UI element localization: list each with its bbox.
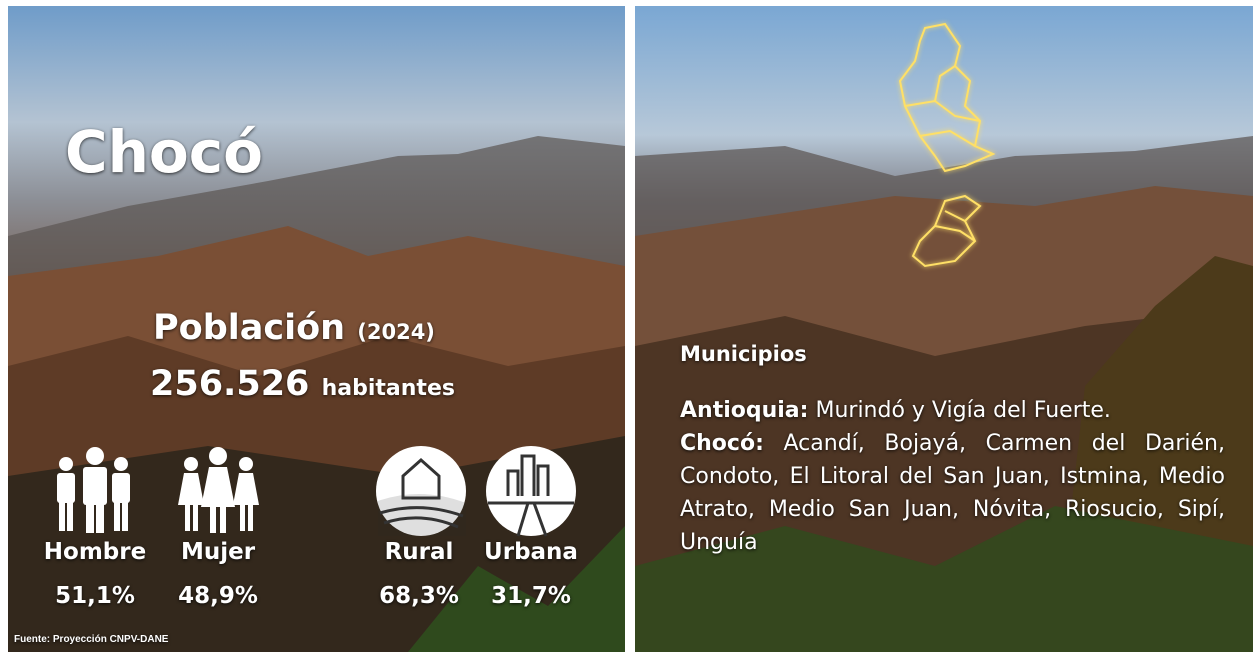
women-icon [178,447,259,533]
icons [8,441,625,541]
group-name: Antioquia: [680,398,808,423]
urban-icon [486,446,576,536]
group: Chocó: Acandí, Bojayá, Carmen del Darién… [680,427,1225,559]
rural-icon [376,446,466,536]
group-text: Murindó y Vigía del Fuerte. [815,398,1110,423]
group-name: Chocó: [680,431,764,456]
left-panel: Chocó Población (2024) 256.526 habitante… [8,6,625,652]
stat-label: Rural [359,539,479,565]
men-icon [57,447,130,533]
stat-value: 31,7% [471,583,591,609]
population-value: 256.526 habitantes [150,364,455,404]
source: Fuente: Proyección CNPV-DANE [14,634,168,645]
stat-value: 51,1% [35,583,155,609]
population-label: Población (2024) [153,308,435,348]
population-unit: habitantes [322,376,455,401]
population-word: Población [153,308,345,348]
municipios-list: Antioquia: Murindó y Vigía del Fuerte. C… [680,394,1225,559]
page: {"left": {"title": "Chocó", "population"… [0,0,1253,652]
group: Antioquia: Murindó y Vigía del Fuerte. [680,394,1225,427]
stat-label: Urbana [471,539,591,565]
infographic: Chocó Población (2024) 256.526 habitante… [0,0,1253,652]
divider [627,6,632,652]
population-number: 256.526 [150,364,309,404]
municipios-heading: Municipios [680,342,807,366]
title: Chocó [65,118,263,186]
stat-label: Hombre [35,539,155,565]
population-year: (2024) [357,320,435,344]
stat-label: Mujer [158,539,278,565]
right-panel: Municipios Antioquia: Murindó y Vigía de… [635,6,1253,652]
stat-value: 68,3% [359,583,479,609]
stat-value: 48,9% [158,583,278,609]
